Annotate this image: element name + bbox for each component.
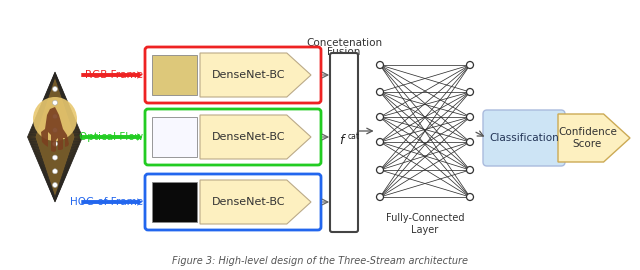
Polygon shape bbox=[29, 73, 81, 201]
Text: Optical Flow: Optical Flow bbox=[79, 132, 143, 142]
Circle shape bbox=[52, 128, 58, 133]
Circle shape bbox=[376, 139, 383, 146]
Text: $f$: $f$ bbox=[339, 133, 347, 147]
Polygon shape bbox=[200, 53, 311, 97]
Text: RGB Frame: RGB Frame bbox=[85, 70, 143, 80]
Text: HOG of Frame: HOG of Frame bbox=[70, 197, 143, 207]
Circle shape bbox=[52, 169, 58, 174]
Text: Confidence
Score: Confidence Score bbox=[558, 127, 617, 149]
FancyBboxPatch shape bbox=[152, 117, 197, 157]
Polygon shape bbox=[41, 107, 69, 152]
Polygon shape bbox=[200, 180, 311, 224]
Circle shape bbox=[376, 194, 383, 201]
Circle shape bbox=[376, 89, 383, 96]
Polygon shape bbox=[200, 115, 311, 159]
Text: DenseNet-BC: DenseNet-BC bbox=[211, 132, 285, 142]
Polygon shape bbox=[35, 77, 75, 197]
Text: DenseNet-BC: DenseNet-BC bbox=[211, 70, 285, 80]
Circle shape bbox=[52, 141, 58, 146]
FancyBboxPatch shape bbox=[152, 55, 197, 95]
Polygon shape bbox=[28, 72, 83, 202]
Text: Fully-Connected
Layer: Fully-Connected Layer bbox=[386, 213, 464, 235]
Text: Concetenation: Concetenation bbox=[306, 38, 382, 48]
FancyBboxPatch shape bbox=[152, 182, 197, 222]
Circle shape bbox=[467, 194, 474, 201]
FancyBboxPatch shape bbox=[145, 174, 321, 230]
FancyBboxPatch shape bbox=[330, 53, 358, 232]
Polygon shape bbox=[34, 76, 76, 198]
Circle shape bbox=[52, 183, 58, 187]
Circle shape bbox=[467, 89, 474, 96]
Polygon shape bbox=[29, 73, 81, 201]
Circle shape bbox=[467, 62, 474, 69]
Polygon shape bbox=[32, 75, 78, 199]
Text: Classification: Classification bbox=[489, 133, 559, 143]
FancyBboxPatch shape bbox=[145, 47, 321, 103]
Circle shape bbox=[52, 114, 58, 119]
Text: Figure 3: High-level design of the Three-Stream architecture: Figure 3: High-level design of the Three… bbox=[172, 256, 468, 266]
Circle shape bbox=[467, 113, 474, 120]
Text: Fusion: Fusion bbox=[327, 47, 361, 57]
Text: cat: cat bbox=[348, 132, 360, 141]
Circle shape bbox=[467, 167, 474, 174]
Circle shape bbox=[33, 97, 77, 141]
Circle shape bbox=[52, 100, 58, 105]
Circle shape bbox=[376, 167, 383, 174]
FancyBboxPatch shape bbox=[483, 110, 565, 166]
Circle shape bbox=[376, 62, 383, 69]
Polygon shape bbox=[558, 114, 630, 162]
Circle shape bbox=[376, 113, 383, 120]
Circle shape bbox=[52, 155, 58, 160]
Text: DenseNet-BC: DenseNet-BC bbox=[211, 197, 285, 207]
Polygon shape bbox=[31, 74, 79, 200]
FancyBboxPatch shape bbox=[145, 109, 321, 165]
Circle shape bbox=[467, 139, 474, 146]
Polygon shape bbox=[33, 76, 77, 198]
Circle shape bbox=[52, 86, 58, 92]
